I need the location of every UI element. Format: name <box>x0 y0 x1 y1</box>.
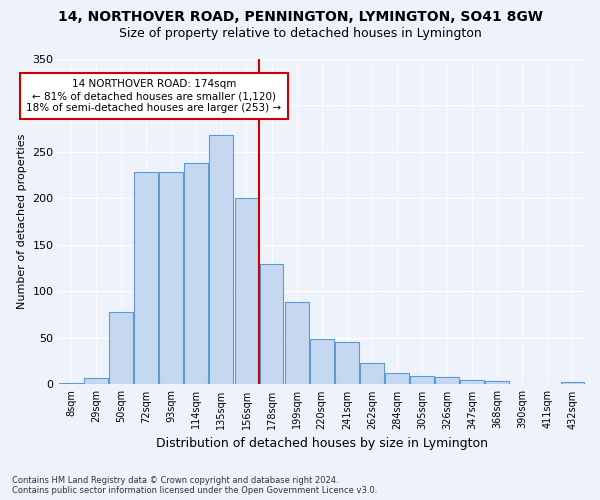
Bar <box>109 312 133 384</box>
Y-axis label: Number of detached properties: Number of detached properties <box>17 134 27 310</box>
Text: 14, NORTHOVER ROAD, PENNINGTON, LYMINGTON, SO41 8GW: 14, NORTHOVER ROAD, PENNINGTON, LYMINGTO… <box>58 10 542 24</box>
Bar <box>59 382 83 384</box>
Bar <box>310 339 334 384</box>
Bar <box>460 380 484 384</box>
Bar <box>134 172 158 384</box>
Bar <box>485 380 509 384</box>
Bar <box>285 302 308 384</box>
Bar <box>435 377 459 384</box>
Bar <box>209 135 233 384</box>
Text: Size of property relative to detached houses in Lymington: Size of property relative to detached ho… <box>119 28 481 40</box>
Bar <box>260 264 283 384</box>
Bar <box>410 376 434 384</box>
Bar <box>160 172 183 384</box>
Bar <box>184 163 208 384</box>
Bar <box>385 374 409 384</box>
Bar <box>235 198 259 384</box>
Bar <box>335 342 359 384</box>
X-axis label: Distribution of detached houses by size in Lymington: Distribution of detached houses by size … <box>156 437 488 450</box>
Bar <box>360 363 384 384</box>
Bar <box>84 378 108 384</box>
Text: 14 NORTHOVER ROAD: 174sqm
← 81% of detached houses are smaller (1,120)
18% of se: 14 NORTHOVER ROAD: 174sqm ← 81% of detac… <box>26 80 281 112</box>
Text: Contains HM Land Registry data © Crown copyright and database right 2024.
Contai: Contains HM Land Registry data © Crown c… <box>12 476 377 495</box>
Bar <box>560 382 584 384</box>
